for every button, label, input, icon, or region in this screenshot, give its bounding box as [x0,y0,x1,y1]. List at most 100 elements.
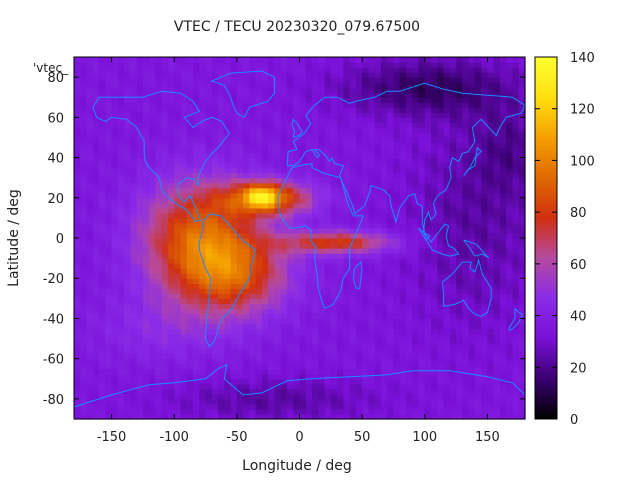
heatmap-cell [218,378,225,385]
heatmap-cell [105,238,113,244]
heatmap-cell [142,243,150,249]
heatmap-cell [205,97,213,103]
heatmap-cell [236,413,244,420]
heatmap-cell [462,293,470,299]
heatmap-cell [161,388,169,395]
heatmap-cell [74,142,81,149]
heatmap-cell [117,248,125,254]
heatmap-cell [305,373,313,380]
heatmap-cell [443,298,451,304]
heatmap-cell [255,343,263,350]
heatmap-cell [318,227,326,234]
heatmap-cell [443,137,451,144]
heatmap-cell [318,388,326,395]
heatmap-cell [286,207,294,214]
heatmap-cell [186,82,194,88]
heatmap-cell [268,333,276,340]
heatmap-cell [374,122,382,128]
heatmap-cell [512,413,520,420]
heatmap-cell [449,97,457,103]
heatmap-cell [280,388,288,395]
heatmap-cell [506,152,514,159]
heatmap-cell [211,268,219,274]
heatmap-cell [124,413,131,420]
heatmap-cell [268,107,276,113]
heatmap-cell [130,227,138,234]
heatmap-cell [418,313,426,320]
heatmap-cell [167,308,175,315]
heatmap-cell [193,192,200,199]
heatmap-cell [193,117,200,123]
heatmap-cell [99,152,106,159]
heatmap-cell [193,232,200,239]
heatmap-cell [343,112,351,118]
heatmap-cell [124,137,131,144]
heatmap-cell [205,358,213,365]
heatmap-cell [468,263,476,269]
heatmap-cell [74,177,81,184]
heatmap-cell [99,87,106,93]
heatmap-cell [456,288,463,294]
heatmap-cell [393,403,401,410]
heatmap-cell [456,308,463,315]
heatmap-cell [462,318,470,325]
heatmap-cell [199,273,207,279]
heatmap-cell [136,258,144,264]
heatmap-cell [174,343,182,350]
heatmap-cell [199,197,207,204]
heatmap-cell [468,278,476,284]
heatmap-cell [130,238,138,244]
heatmap-cell [111,97,119,103]
heatmap-cell [293,222,301,229]
heatmap-cell [92,67,100,73]
heatmap-cell [261,232,269,239]
heatmap-cell [481,97,489,103]
heatmap-cell [418,253,426,259]
heatmap-cell [255,413,263,420]
heatmap-cell [368,212,376,219]
heatmap-cell [230,308,238,315]
heatmap-cell [161,403,169,410]
heatmap-cell [487,263,495,269]
heatmap-cell [74,298,81,304]
heatmap-cell [424,238,432,244]
heatmap-cell [305,92,313,98]
heatmap-cell [487,248,495,254]
heatmap-cell [186,338,194,345]
heatmap-cell [105,258,113,264]
heatmap-cell [318,137,326,144]
heatmap-cell [474,273,482,279]
heatmap-cell [80,187,88,194]
heatmap-cell [255,122,263,128]
heatmap-cell [230,222,238,229]
heatmap-cell [424,278,432,284]
heatmap-cell [268,288,276,294]
heatmap-cell [80,82,88,88]
heatmap-cell [293,182,301,189]
heatmap-cell [362,348,369,355]
heatmap-cell [456,222,463,229]
heatmap-cell [362,107,369,113]
heatmap-cell [224,172,232,179]
heatmap-cell [412,313,420,320]
heatmap-cell [161,157,169,164]
heatmap-cell [393,157,401,164]
heatmap-cell [462,263,470,269]
heatmap-cell [387,308,395,315]
heatmap-cell [255,273,263,279]
heatmap-cell [205,263,213,269]
heatmap-cell [92,388,100,395]
heatmap-cell [205,313,213,320]
heatmap-cell [199,278,207,284]
heatmap-cell [418,107,426,113]
heatmap-cell [230,408,238,415]
heatmap-cell [280,187,288,194]
heatmap-cell [456,152,463,159]
heatmap-cell [399,353,407,360]
heatmap-cell [412,97,420,103]
heatmap-cell [355,238,363,244]
heatmap-cell [174,72,182,78]
heatmap-cell [218,248,225,254]
heatmap-cell [318,127,326,134]
heatmap-cell [493,162,501,169]
